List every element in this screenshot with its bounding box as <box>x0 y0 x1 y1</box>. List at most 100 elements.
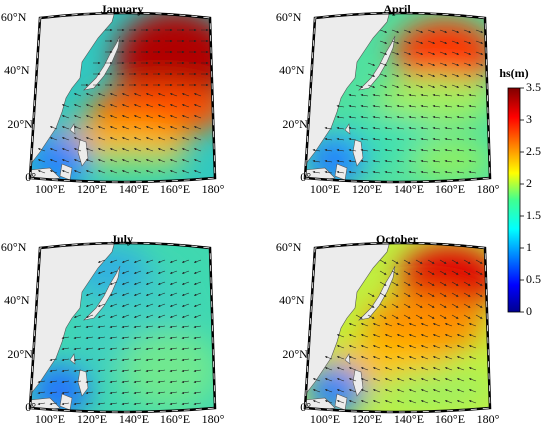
wind-arrow <box>403 314 411 319</box>
wind-arrow <box>169 148 178 152</box>
wind-arrow <box>133 402 142 406</box>
wind-arrow <box>427 314 435 319</box>
wind-arrow <box>427 40 436 44</box>
wind-arrow <box>73 170 82 174</box>
wind-arrow <box>415 270 423 275</box>
wind-arrow <box>193 126 202 130</box>
wind-arrow <box>97 347 106 351</box>
wind-arrow <box>372 137 381 141</box>
wind-arrow <box>379 73 388 77</box>
wind-arrow <box>432 323 441 327</box>
wind-arrow <box>49 369 58 373</box>
wind-arrow <box>145 270 154 274</box>
wind-arrow <box>408 137 417 141</box>
wind-arrow <box>49 170 58 174</box>
wind-arrow <box>379 270 387 275</box>
wind-arrow <box>85 369 94 373</box>
wind-arrow <box>121 148 130 152</box>
map-frame-inner <box>304 242 491 413</box>
japan <box>358 35 396 91</box>
wind-arrow <box>384 137 393 141</box>
wind-arrow <box>427 281 435 286</box>
wind-arrow <box>384 389 393 393</box>
wind-arrow <box>384 126 393 130</box>
wind-arrow <box>336 334 345 338</box>
colorbar-tick-label: 0.5 <box>526 272 541 286</box>
wind-arrow <box>475 292 483 297</box>
wind-arrow <box>391 292 399 297</box>
wind-arrow <box>475 270 483 275</box>
wind-arrow <box>97 369 106 373</box>
wind-arrow <box>348 137 357 141</box>
wind-arrow <box>324 367 333 371</box>
wind-arrow <box>456 137 465 141</box>
wind-arrow <box>372 334 381 338</box>
lon-label: 180° <box>477 182 500 196</box>
wind-arrow <box>169 115 178 119</box>
wind-arrow <box>439 73 448 77</box>
wind-arrow <box>463 292 471 297</box>
wind-arrow <box>451 51 460 55</box>
wind-arrow <box>427 73 436 77</box>
wind-arrow <box>324 137 333 141</box>
wind-arrow <box>456 115 465 119</box>
wind-arrow <box>181 104 190 108</box>
wind-arrow <box>372 93 381 97</box>
wind-arrow <box>193 170 202 174</box>
wind-arrow <box>336 389 345 393</box>
wind-arrow <box>97 336 106 340</box>
wind-arrow <box>463 281 471 286</box>
wind-arrow <box>444 104 453 108</box>
wind-arrow <box>73 380 82 384</box>
wind-arrow <box>463 314 471 319</box>
wind-arrow <box>121 115 130 119</box>
wind-arrow <box>451 29 460 33</box>
wind-arrow <box>432 367 441 371</box>
wind-arrow <box>355 84 364 88</box>
wind-arrow <box>193 336 202 340</box>
wind-arrow <box>432 148 441 152</box>
wind-arrow <box>193 325 202 329</box>
wind-arrow <box>360 137 369 141</box>
wind-arrow <box>415 51 424 55</box>
wind-arrow <box>97 259 106 263</box>
wind-arrow <box>73 336 82 340</box>
wind-arrow <box>420 104 429 108</box>
lat-label: 60°N <box>276 10 302 24</box>
wind-arrow <box>145 402 154 406</box>
lon-label: 140°E <box>119 412 149 426</box>
lat-label: 60°N <box>1 10 27 24</box>
wind-arrow <box>85 325 94 329</box>
wind-arrow <box>444 126 453 130</box>
wind-arrow <box>181 137 190 141</box>
wind-arrow <box>403 270 411 275</box>
wind-arrow <box>85 93 94 97</box>
wind-arrow <box>348 400 357 404</box>
wind-arrow <box>451 281 459 286</box>
wind-arrow <box>133 137 142 141</box>
wind-arrow <box>391 51 400 55</box>
wind-arrow <box>384 159 393 163</box>
wind-arrow <box>420 378 429 382</box>
wind-arrow <box>324 148 333 152</box>
wind-arrow <box>109 380 118 384</box>
wind-arrow <box>133 347 142 351</box>
wind-arrow <box>439 292 447 297</box>
wind-arrow <box>360 345 369 349</box>
lon-label: 100°E <box>35 182 65 196</box>
wind-arrow <box>109 281 118 285</box>
wind-arrow <box>439 29 448 33</box>
wind-arrow <box>468 323 477 327</box>
wind-arrow <box>408 148 417 152</box>
wind-arrow <box>109 325 118 329</box>
wind-arrow <box>121 347 130 351</box>
japan <box>358 265 396 321</box>
wind-arrow <box>408 104 417 108</box>
wind-arrow <box>121 303 130 307</box>
wind-arrow <box>360 126 369 130</box>
wind-arrow <box>439 270 447 275</box>
wind-arrow <box>61 137 70 141</box>
wind-arrow <box>121 391 130 395</box>
wind-arrow <box>85 347 94 351</box>
wind-arrow <box>157 159 166 163</box>
